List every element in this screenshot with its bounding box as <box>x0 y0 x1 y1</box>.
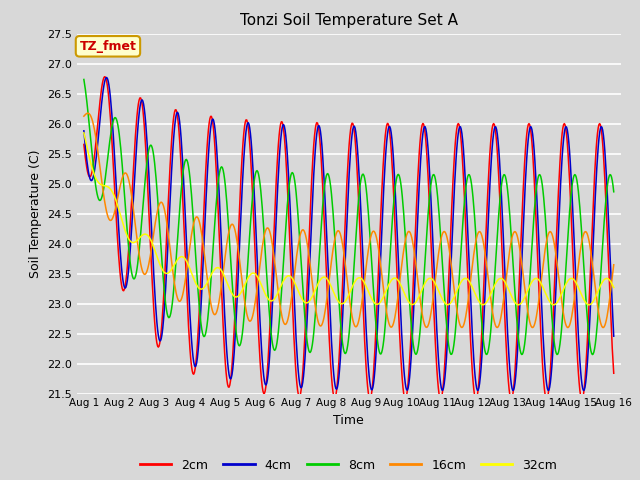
Text: TZ_fmet: TZ_fmet <box>79 40 136 53</box>
X-axis label: Time: Time <box>333 414 364 427</box>
Title: Tonzi Soil Temperature Set A: Tonzi Soil Temperature Set A <box>240 13 458 28</box>
Y-axis label: Soil Temperature (C): Soil Temperature (C) <box>29 149 42 278</box>
Legend: 2cm, 4cm, 8cm, 16cm, 32cm: 2cm, 4cm, 8cm, 16cm, 32cm <box>135 454 563 477</box>
